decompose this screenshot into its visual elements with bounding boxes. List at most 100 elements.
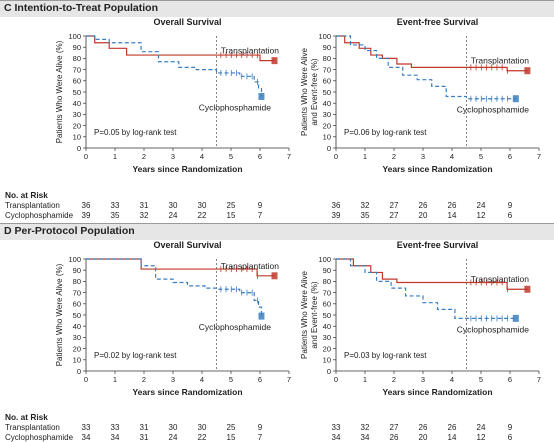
risk-cell: 31 (139, 433, 149, 442)
p0-c1-pvalue: P=0.06 by log-rank test (344, 128, 427, 137)
p1-c0-xtick-label: 2 (142, 375, 146, 384)
risk-row-name: Cyclophosphamide (5, 433, 74, 442)
p1-c0-ytick-label: 0 (77, 367, 81, 376)
p0-c1-label-cyclophosphamide: Cyclophosphamide (457, 105, 530, 115)
p0-c1-series-cyclophosphamide (336, 35, 516, 100)
p0-c1-ytick-label: 80 (323, 54, 331, 63)
risk-cell: 32 (139, 211, 149, 220)
p0-c0-xtick-label: 7 (287, 152, 291, 161)
p0-c0-xtick-label: 1 (113, 152, 117, 161)
risk-cell: 12 (476, 211, 486, 220)
p0-c0-ylabel: Patients Who Were Alive (%) (55, 40, 64, 143)
p1-c1-xtick-label: 3 (421, 375, 425, 384)
risk-cell: 26 (418, 201, 428, 210)
p1-c1-end-marker (512, 314, 519, 322)
p1-c1-end-marker (524, 285, 531, 293)
risk-cell: 25 (226, 423, 236, 432)
risk-cell: 33 (331, 423, 341, 432)
p0-c1-xtick-label: 7 (537, 152, 541, 161)
risk-cell: 34 (360, 433, 370, 442)
p0-c0-xtick-label: 0 (84, 152, 88, 161)
p1-c0-ytick-label: 60 (73, 300, 81, 309)
p1-c1-ytick-label: 100 (318, 255, 331, 264)
p0-c0-ytick-label: 80 (73, 54, 81, 63)
p1-c0-ytick-label: 50 (73, 311, 81, 320)
risk-cell: 30 (168, 423, 178, 432)
p0-c1-xtick-label: 2 (392, 152, 396, 161)
p0-c1-title: Event-free Survival (397, 17, 479, 27)
risk-cell: 32 (360, 201, 370, 210)
risk-cell: 24 (476, 201, 486, 210)
p0-c0-xtick-label: 3 (171, 152, 175, 161)
p1-c1-xtick-label: 2 (392, 375, 396, 384)
p1-c0-title: Overall Survival (153, 240, 221, 250)
risk-cell: 7 (257, 211, 263, 220)
p1-c0-xtick-label: 6 (258, 375, 262, 384)
p0-c0-label-cyclophosphamide: Cyclophosphamide (199, 102, 272, 112)
p1-c1-xtick-label: 0 (334, 375, 338, 384)
risk-cell: 22 (197, 211, 207, 220)
p1-c0-ylabel: Patients Who Were Alive (%) (55, 263, 64, 366)
panel-d-risk-table: No. at Risk Transplantation 33 33 31 30 30 25 9 3… (0, 412, 554, 442)
p0-c0-series-cyclophosphamide (86, 35, 263, 97)
panel-d-header: D Per-Protocol Population (0, 223, 554, 240)
risk-cell: 30 (197, 423, 207, 432)
p1-c1-ytick-label: 90 (323, 266, 331, 275)
p0-c1-ytick-label: 40 (323, 99, 331, 108)
risk-cell: 20 (418, 433, 428, 442)
p1-c1-ytick-label: 70 (323, 288, 331, 297)
p0-c0-xtick-label: 6 (258, 152, 262, 161)
risk-cell: 9 (257, 201, 263, 210)
p0-c0-ytick-label: 90 (73, 43, 81, 52)
panel-0-risk-header: No. at Risk (5, 190, 48, 200)
p0-c1-ytick-label: 70 (323, 65, 331, 74)
p1-c1-ytick-label: 50 (323, 311, 331, 320)
risk-cell: 15 (226, 211, 236, 220)
p1-c1-ytick-label: 60 (323, 300, 331, 309)
risk-cell: 35 (360, 211, 370, 220)
p0-c1-xtick-label: 3 (421, 152, 425, 161)
p1-c1-xlabel: Years since Randomization (382, 387, 492, 397)
p1-c1-xtick-label: 5 (479, 375, 483, 384)
p1-c1-label-transplantation: Transplantation (471, 274, 530, 284)
p0-c0-ytick-label: 0 (77, 144, 81, 153)
risk-cell: 26 (389, 433, 399, 442)
p1-c1-ytick-label: 30 (323, 333, 331, 342)
p0-c0-title: Overall Survival (153, 17, 221, 27)
p0-c1-label-transplantation: Transplantation (471, 56, 530, 66)
risk-cell: 39 (81, 211, 91, 220)
risk-cell: 27 (389, 211, 399, 220)
risk-cell: 39 (331, 211, 341, 220)
risk-row-name: Transplantation (5, 423, 60, 432)
p0-c1-ytick-label: 0 (327, 144, 331, 153)
panel-c-label: C Intention-to-Treat Population (4, 2, 158, 14)
p1-c0-ytick-label: 40 (73, 322, 81, 331)
p0-c0-ytick-label: 100 (68, 32, 81, 41)
p1-c0-xtick-label: 1 (113, 375, 117, 384)
p0-c0-xlabel: Years since Randomization (132, 164, 242, 174)
risk-cell: 9 (507, 423, 513, 432)
p1-c0-ytick-label: 30 (73, 333, 81, 342)
p1-c0-end-marker (271, 272, 278, 280)
p1-c0-ytick-label: 80 (73, 277, 81, 286)
risk-cell: 24 (168, 211, 178, 220)
risk-cell: 31 (139, 201, 149, 210)
risk-cell: 24 (168, 433, 178, 442)
risk-row-name: Transplantation (5, 201, 60, 210)
p0-c1-ytick-label: 50 (323, 88, 331, 97)
p0-c0-label-transplantation: Transplantation (221, 46, 280, 56)
p1-c0-xtick-label: 3 (171, 375, 175, 384)
risk-cell: 36 (331, 201, 341, 210)
p1-c0-xtick-label: 5 (229, 375, 233, 384)
p1-c0-label-cyclophosphamide: Cyclophosphamide (199, 322, 272, 332)
p1-c1-ytick-label: 20 (323, 344, 331, 353)
p1-c0-series-cyclophosphamide (86, 258, 263, 317)
p0-c0-end-marker (258, 92, 265, 100)
risk-cell: 6 (507, 211, 513, 220)
risk-cell: 31 (139, 423, 149, 432)
risk-cell: 33 (110, 201, 120, 210)
risk-cell: 14 (447, 433, 457, 442)
p1-c1-ylabel: Patients Who Were Aliveand Event-free (%… (300, 271, 319, 359)
risk-cell: 25 (226, 201, 236, 210)
p0-c0-ytick-label: 30 (73, 110, 81, 119)
